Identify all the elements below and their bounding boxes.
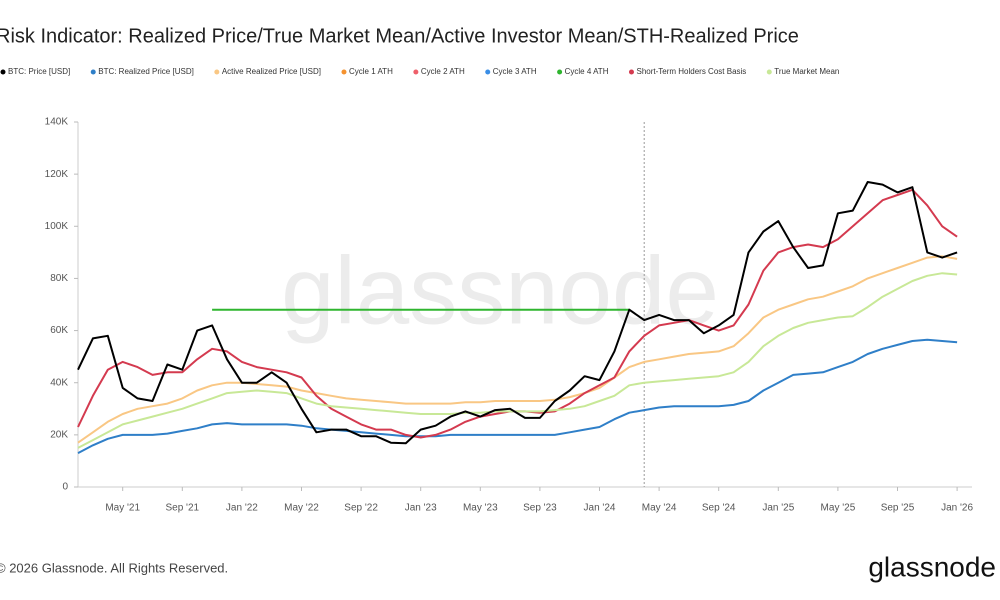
x-tick-label: Jan '25 [762,503,794,514]
x-tick-label: Sep '21 [165,503,199,514]
x-tick-label: May '23 [463,503,498,514]
legend-marker [557,69,563,75]
series-line [77,272,958,449]
x-tick-label: May '22 [284,503,319,514]
x-tick-label: Jan '26 [941,503,973,514]
x-tick-label: Sep '23 [523,503,557,514]
chart-title: Risk Indicator: Realized Price/True Mark… [0,25,799,47]
legend-label: Cycle 3 ATH [493,67,537,76]
legend-label: Short-Term Holders Cost Basis [636,67,746,76]
y-tick-label: 80K [50,273,68,284]
legend-label: BTC: Price [USD] [8,67,70,76]
series-line [77,181,958,445]
legend-label: Cycle 1 ATH [349,67,393,76]
legend-label: True Market Mean [774,67,839,76]
x-tick-label: Jan '23 [405,503,437,514]
series-line [77,338,958,454]
legend-label: Cycle 4 ATH [565,67,609,76]
y-tick-label: 140K [45,117,69,128]
x-tick-label: Sep '25 [881,503,915,514]
legend-marker [485,69,491,75]
legend-label: Active Realized Price [USD] [222,67,321,76]
legend-marker [413,69,419,75]
legend-marker [0,69,6,75]
y-tick-label: 0 [62,482,68,493]
series-line [77,255,958,444]
x-tick-label: May '24 [642,503,677,514]
legend-marker [766,69,772,75]
x-tick-label: Jan '24 [584,503,616,514]
footer: © 2026 Glassnode. All Rights Reserved. [0,560,228,575]
watermark: glassnode [281,237,719,344]
y-tick-label: 20K [50,429,68,440]
y-tick-label: 100K [45,221,69,232]
x-tick-label: May '21 [105,503,140,514]
y-tick-label: 120K [45,169,69,180]
legend-marker [214,69,220,75]
x-tick-label: Jan '22 [226,503,258,514]
legend-marker [90,69,96,75]
logo: glassnode [868,551,996,582]
legend-label: BTC: Realized Price [USD] [98,67,194,76]
x-tick-label: Sep '24 [702,503,736,514]
y-tick-label: 40K [50,377,68,388]
y-tick-label: 60K [50,325,68,336]
legend-label: Cycle 2 ATH [421,67,465,76]
x-tick-label: May '25 [821,503,856,514]
x-tick-label: Sep '22 [344,503,378,514]
legend-marker [628,69,634,75]
legend-marker [341,69,347,75]
